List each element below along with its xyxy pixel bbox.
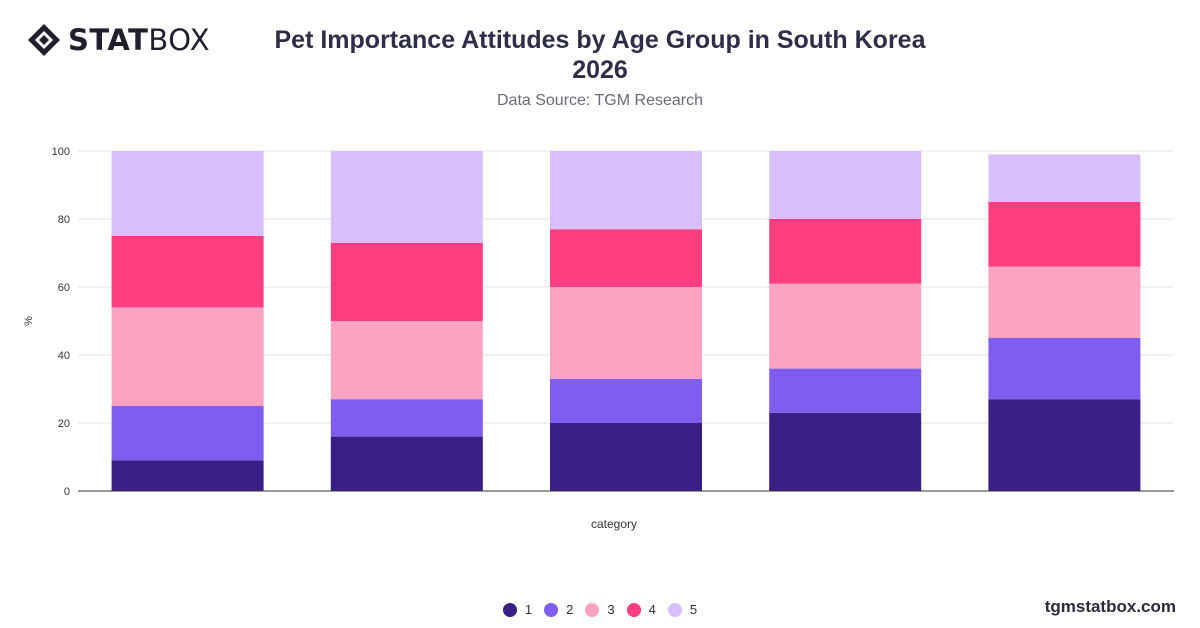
- legend-label: 5: [689, 602, 698, 617]
- y-axis-label: %: [23, 316, 35, 326]
- bar-segment-series-3: [769, 283, 922, 369]
- bar-segment-series-4: [550, 229, 702, 287]
- legend-item-4[interactable]: 4: [626, 602, 656, 617]
- bar-segment-series-2: [988, 338, 1141, 400]
- legend-dot-icon: [667, 602, 682, 617]
- bar-segment-series-5: [111, 151, 264, 236]
- bar-segment-series-4: [330, 242, 483, 321]
- bar-segment-series-5: [550, 151, 702, 230]
- legend-label: 2: [566, 602, 574, 617]
- y-tick-label: 40: [58, 350, 70, 362]
- legend-label: 3: [607, 602, 615, 617]
- y-tick-label: 60: [58, 282, 70, 294]
- bar-segment-series-1: [550, 423, 702, 491]
- bar-segment-series-5: [988, 154, 1141, 202]
- y-tick-label: 0: [64, 486, 70, 498]
- bar-segment-series-4: [769, 219, 922, 284]
- bar-segment-series-4: [111, 236, 264, 308]
- statbox-logo: STATBOX: [26, 22, 210, 58]
- bar-segment-series-3: [330, 321, 483, 400]
- chart-legend: 1 2 3 4 5: [0, 602, 1200, 617]
- bar-segment-series-1: [769, 412, 922, 491]
- bar-segment-series-1: [988, 399, 1141, 491]
- bar-segment-series-1: [111, 460, 264, 491]
- bar-segment-series-2: [550, 378, 702, 423]
- legend-item-2[interactable]: 2: [544, 602, 573, 617]
- bar-segment-series-3: [550, 287, 702, 379]
- bar-segment-series-2: [769, 368, 922, 413]
- bar-segment-series-2: [330, 399, 483, 437]
- chart-title: Pet Importance Attitudes by Age Group in…: [250, 25, 950, 85]
- bar-segment-series-3: [988, 266, 1141, 338]
- legend-dot-icon: [626, 602, 641, 617]
- bar-segment-series-5: [769, 151, 922, 219]
- legend-dot-icon: [585, 602, 600, 617]
- legend-item-5[interactable]: 5: [667, 602, 698, 617]
- chart-subtitle: Data Source: TGM Research: [496, 92, 703, 109]
- bar-segment-series-4: [988, 202, 1141, 267]
- chart-title-line-1: Pet Importance Attitudes by Age Group in…: [274, 26, 926, 54]
- chart-title-line-2: 2026: [572, 56, 628, 84]
- legend-label: 1: [524, 602, 533, 617]
- diamond-logo-icon: [28, 24, 60, 56]
- y-tick-label: 80: [58, 214, 70, 226]
- legend-dot-icon: [502, 602, 517, 617]
- legend-item-3[interactable]: 3: [585, 602, 615, 617]
- legend-item-1[interactable]: 1: [502, 602, 533, 617]
- y-tick-label: 20: [58, 418, 70, 430]
- logo-wordmark: STATBOX: [68, 23, 211, 57]
- bar-segment-series-1: [330, 436, 483, 491]
- legend-dot-icon: [544, 602, 559, 617]
- bar-segment-series-5: [330, 151, 483, 243]
- site-url: tgmstatbox.com: [1044, 597, 1176, 616]
- y-tick-label: 100: [52, 146, 70, 158]
- bar-segment-series-3: [111, 307, 264, 406]
- bar-segment-series-2: [111, 406, 264, 461]
- x-axis-label: category: [591, 517, 637, 531]
- legend-label: 4: [648, 602, 656, 617]
